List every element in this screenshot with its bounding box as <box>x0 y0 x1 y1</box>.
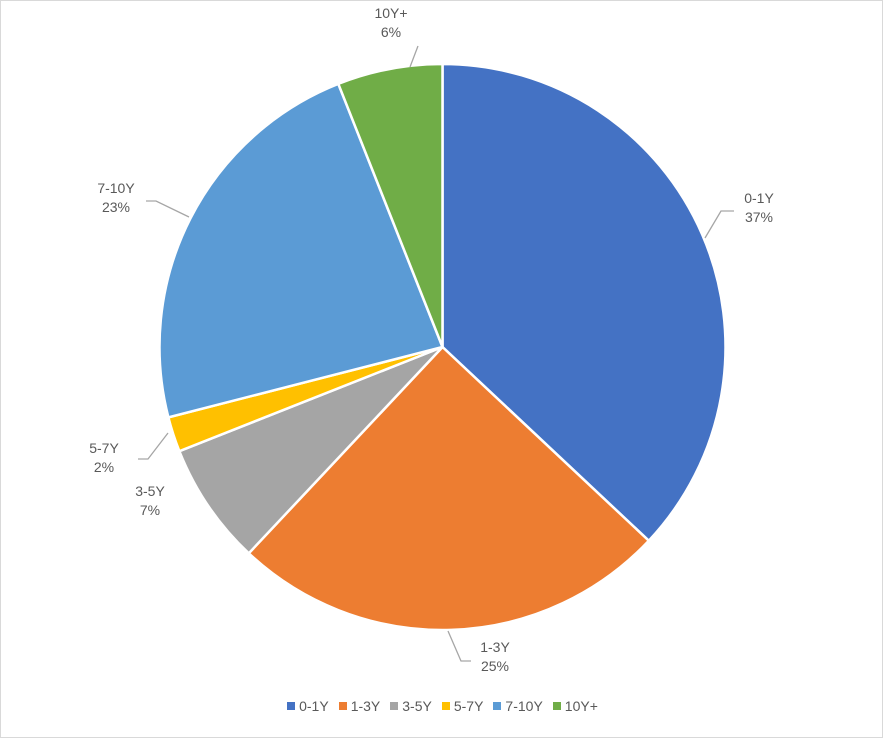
slice-category-label: 0-1Y <box>744 190 774 206</box>
leader-line-10Y+ <box>409 45 419 68</box>
legend-label: 10Y+ <box>564 698 598 714</box>
legend-item-7-10Y: 7-10Y <box>493 698 543 714</box>
legend-item-0-1Y: 0-1Y <box>287 698 329 714</box>
slice-percent-label: 25% <box>481 658 509 674</box>
legend-item-5-7Y: 5-7Y <box>441 698 484 714</box>
slice-percent-label: 6% <box>381 24 401 40</box>
legend-item-3-5Y: 3-5Y <box>390 698 432 714</box>
pie-slice-0-1Y <box>441 62 727 543</box>
pie-slice-3-5Y <box>177 345 444 556</box>
legend-label: 0-1Y <box>299 698 329 714</box>
slice-category-label: 3-5Y <box>135 483 165 499</box>
pie-slice-10Y+ <box>336 62 444 348</box>
pie-slice-7-10Y <box>158 82 445 419</box>
legend-item-1-3Y: 1-3Y <box>338 698 381 714</box>
legend-swatch <box>338 702 347 710</box>
slice-category-label: 10Y+ <box>374 5 407 21</box>
legend-swatch <box>390 702 399 710</box>
leader-line-5-7Y <box>138 432 169 460</box>
slice-category-label: 7-10Y <box>97 180 135 196</box>
leader-line-7-10Y <box>146 200 190 218</box>
legend-swatch <box>493 702 502 710</box>
legend-label: 5-7Y <box>453 698 484 714</box>
legend-swatch <box>287 702 296 710</box>
legend-swatch <box>441 702 450 710</box>
legend-label: 7-10Y <box>505 698 543 714</box>
slice-percent-label: 23% <box>102 199 130 215</box>
legend-item-10Y+: 10Y+ <box>552 698 598 714</box>
slice-category-label: 5-7Y <box>89 440 119 456</box>
slice-percent-label: 7% <box>140 502 160 518</box>
legend-label: 1-3Y <box>350 698 381 714</box>
slice-percent-label: 37% <box>745 209 773 225</box>
legend-label: 3-5Y <box>402 698 432 714</box>
slice-category-label: 1-3Y <box>480 639 510 655</box>
legend-swatch <box>552 702 561 710</box>
legend: 0-1Y 1-3Y 3-5Y 5-7Y 7-10Y 10Y+ <box>1 698 883 714</box>
slice-percent-label: 2% <box>94 459 114 475</box>
leader-line-0-1Y <box>704 210 734 239</box>
leader-line-1-3Y <box>447 630 471 662</box>
pie-slice-1-3Y <box>247 345 651 632</box>
